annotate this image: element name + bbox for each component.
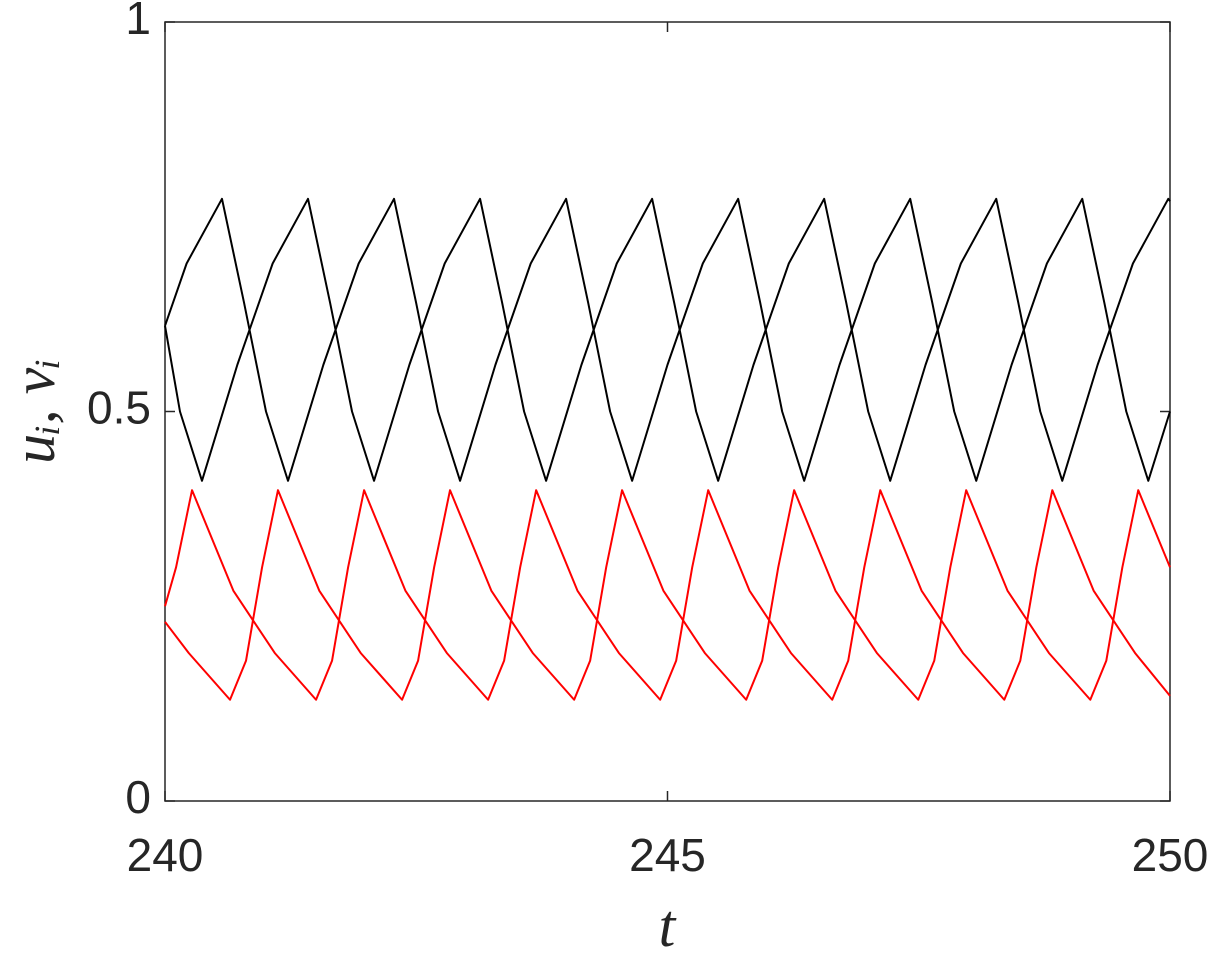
series-line	[164, 197, 1171, 482]
x-axis-label: t	[659, 893, 677, 956]
series-line	[164, 489, 1171, 701]
x-tick-label: 240	[127, 829, 204, 881]
x-tick-label: 250	[1132, 829, 1209, 881]
series-line	[164, 197, 1171, 482]
x-tick-label: 245	[629, 829, 706, 881]
plot-frame	[164, 21, 1171, 802]
y-tick-label: 1	[125, 0, 151, 44]
y-tick-label: 0	[125, 771, 151, 823]
y-tick-label: 0.5	[87, 382, 151, 434]
y-axis-label: uᵢ, vᵢ	[1, 358, 67, 464]
series-line	[164, 489, 1171, 701]
